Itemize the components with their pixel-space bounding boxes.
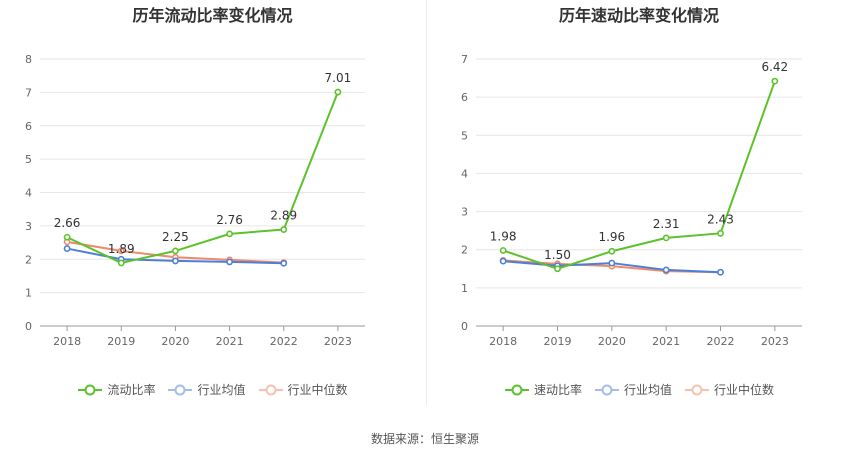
industry-mean-series-point — [608, 259, 616, 267]
y-tick-label: 6 — [25, 120, 32, 133]
data-label: 2.43 — [707, 212, 734, 226]
industry-mean-series-point — [280, 259, 288, 267]
legend-item-industry-median[interactable]: 行业中位数 — [684, 381, 774, 398]
y-tick-label: 0 — [461, 320, 468, 333]
data-label: 1.96 — [598, 230, 625, 244]
y-tick-label: 0 — [25, 320, 32, 333]
data-label: 2.25 — [162, 230, 189, 244]
legend-label: 行业均值 — [623, 383, 672, 397]
legend-item-industry-median[interactable]: 行业中位数 — [258, 381, 348, 398]
main-series-point — [662, 234, 670, 242]
legend-line-marker-icon — [258, 384, 283, 395]
x-tick-label: 2021 — [216, 335, 244, 348]
industry-median-series-point — [117, 247, 125, 255]
x-tick-label: 2022 — [270, 335, 298, 348]
current-ratio-plot: 0 1 2 3 4 5 6 7 8 2018 2019 2020 2021 2022 2023 2.66 1.8… — [25, 53, 365, 348]
main-series-point — [334, 88, 342, 96]
main-series-point — [280, 226, 288, 233]
data-label: 2.76 — [216, 213, 243, 227]
legend-line-marker-icon — [594, 384, 619, 395]
x-tick-label: 2023 — [761, 335, 789, 348]
x-tick-label: 2019 — [544, 335, 572, 348]
y-tick-label: 7 — [25, 86, 32, 99]
legend-label: 行业中位数 — [287, 383, 348, 397]
y-tick-label: 5 — [461, 129, 468, 142]
y-tick-label: 5 — [25, 153, 32, 166]
x-tick-label: 2020 — [598, 335, 626, 348]
y-tick-label: 6 — [461, 91, 468, 104]
legend-line-marker-icon — [685, 384, 709, 395]
chart-title: 历年速动比率变化情况 — [558, 6, 719, 25]
data-label: 7.01 — [325, 71, 352, 85]
quick-ratio-plot: 0 1 2 3 4 5 6 7 2018 2019 2020 2021 2022 2023 1.98 1.50… — [461, 53, 802, 348]
legend-label: 速动比率 — [533, 383, 582, 397]
y-tick-label: 3 — [25, 220, 32, 233]
data-label: 1.50 — [544, 248, 571, 262]
main-series-point — [608, 247, 616, 255]
legend-item-quick-ratio[interactable]: 速动比率 — [504, 381, 582, 398]
legend-label: 流动比率 — [107, 383, 156, 397]
main-series-point — [771, 77, 779, 85]
main-series-point — [554, 265, 561, 273]
legend-line-marker-icon — [168, 384, 193, 395]
data-source: 数据来源：恒生聚源 — [370, 432, 479, 446]
industry-mean-series-point — [662, 266, 670, 274]
y-tick-label: 4 — [461, 167, 468, 180]
x-tick-label: 2020 — [161, 335, 189, 348]
main-series-line — [66, 91, 339, 264]
data-label: 2.66 — [54, 216, 81, 230]
main-series-point — [172, 247, 179, 255]
x-tick-label: 2023 — [324, 335, 352, 348]
main-series-point — [63, 233, 71, 241]
y-tick-label: 4 — [25, 187, 32, 200]
legend-line-marker-icon — [504, 384, 529, 395]
legend: 流动比率 行业均值 行业中位数 — [0, 381, 425, 398]
main-series-point — [499, 247, 507, 254]
main-series-line — [502, 80, 776, 270]
main-series-point — [117, 259, 125, 267]
legend-item-current-ratio[interactable]: 流动比率 — [77, 381, 155, 398]
y-tick-label: 2 — [25, 253, 32, 266]
main-series-point — [717, 229, 724, 237]
industry-mean-series-point — [717, 268, 724, 276]
x-tick-label: 2018 — [489, 335, 517, 348]
industry-mean-series-point — [499, 257, 507, 265]
y-tick-label: 3 — [461, 206, 468, 219]
legend-item-industry-mean[interactable]: 行业均值 — [167, 381, 246, 398]
y-tick-label: 2 — [461, 244, 468, 257]
legend-item-industry-mean[interactable]: 行业均值 — [594, 381, 672, 398]
data-label: 1.89 — [108, 242, 135, 256]
legend-label: 行业均值 — [197, 383, 246, 397]
y-tick-label: 7 — [461, 53, 468, 66]
industry-mean-series-point — [226, 258, 233, 266]
panel-divider — [426, 0, 427, 405]
legend-label: 行业中位数 — [714, 383, 775, 397]
y-tick-label: 1 — [461, 282, 468, 295]
industry-mean-series-point — [63, 245, 71, 252]
data-label: 1.98 — [490, 229, 517, 243]
data-label: 2.89 — [270, 209, 297, 223]
quick-ratio-chart: 历年速动比率变化情况 0 1 2 3 4 5 6 7 2018 2019 2020 2021 2022 2… — [428, 0, 850, 410]
y-tick-label: 1 — [25, 287, 32, 300]
x-tick-label: 2022 — [707, 335, 735, 348]
x-tick-label: 2019 — [107, 335, 135, 348]
main-series-point — [226, 230, 233, 238]
data-label: 6.42 — [761, 60, 788, 74]
x-tick-label: 2021 — [652, 335, 680, 348]
legend: 速动比率 行业均值 行业中位数 — [428, 381, 850, 398]
data-label: 2.31 — [653, 217, 680, 231]
y-tick-label: 8 — [25, 53, 32, 66]
legend-line-marker-icon — [78, 384, 103, 395]
current-ratio-chart: 历年流动比率变化情况 0 1 2 3 4 5 6 7 8 2018 2019 2020 2021 2022… — [0, 0, 425, 410]
industry-mean-series-point — [172, 257, 179, 265]
x-tick-label: 2018 — [53, 335, 81, 348]
chart-title: 历年流动比率变化情况 — [132, 6, 293, 25]
